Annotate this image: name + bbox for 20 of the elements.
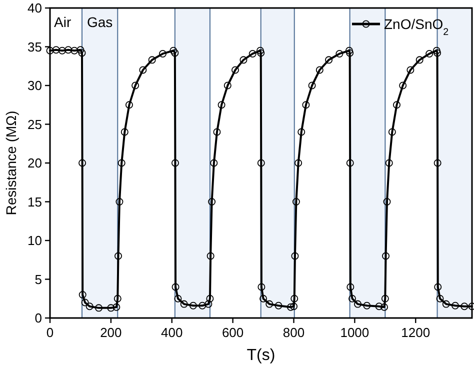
y-axis-title: Resistance (MΩ) [3,110,19,216]
x-tick-label: 0 [46,325,54,340]
y-tick-label: 15 [28,194,42,210]
x-tick-label: 200 [100,325,122,340]
x-tick-label: 1200 [401,325,430,340]
x-tick-label: 800 [282,325,305,340]
y-tick-label: 0 [34,310,42,326]
annotation: Air [54,14,72,30]
y-tick-label: 35 [28,39,42,54]
y-tick-label: 20 [28,156,42,170]
x-tick-label: 400 [161,325,183,340]
y-tick-label: 25 [28,116,42,132]
x-tick-label: 1000 [340,325,370,340]
y-tick-label: 40 [28,0,42,16]
y-tick-label: 5 [34,272,42,287]
x-axis-title: T(s) [246,347,276,364]
y-tick-label: 10 [28,233,42,248]
band-label: Gas [86,14,113,30]
y-tick-label: 30 [28,78,42,93]
x-tick-label: 600 [222,325,244,340]
